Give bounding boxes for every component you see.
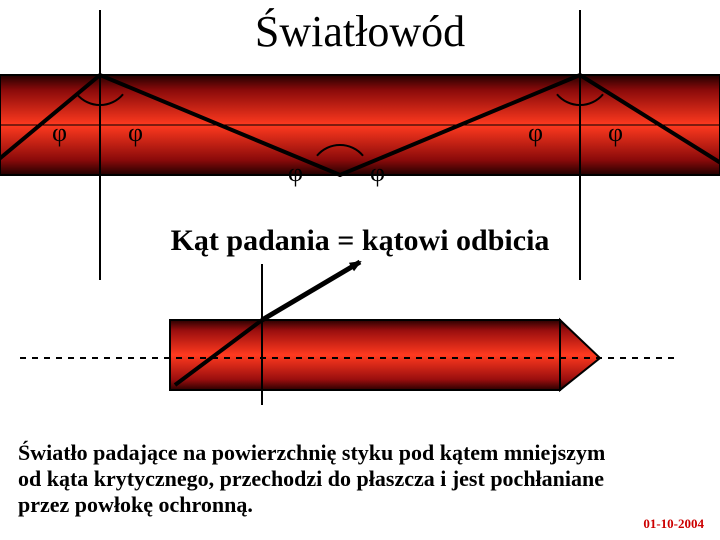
phi-label: φ xyxy=(128,118,143,148)
phi-label: φ xyxy=(608,118,623,148)
caption-line: przez powłokę ochronną. xyxy=(18,492,605,518)
phi-label: φ xyxy=(52,118,67,148)
phi-label: φ xyxy=(288,158,303,188)
phi-label: φ xyxy=(528,118,543,148)
bottom-fiber-tip xyxy=(560,320,600,390)
caption-line: Światło padające na powierzchnię styku p… xyxy=(18,440,605,466)
bottom-fiber-body xyxy=(170,320,560,390)
equation-text: Kąt padania = kątowi odbicia xyxy=(0,224,720,258)
caption-text: Światło padające na powierzchnię styku p… xyxy=(18,440,605,518)
date-label: 01-10-2004 xyxy=(643,516,704,531)
diagram-stage: Światłowód φφφφφφ Kąt padania = kątowi o… xyxy=(0,0,720,540)
phi-label: φ xyxy=(370,158,385,188)
equation-label: Kąt padania = kątowi odbicia xyxy=(171,224,550,257)
caption-line: od kąta krytycznego, przechodzi do płasz… xyxy=(18,466,605,492)
date-stamp: 01-10-2004 xyxy=(643,516,704,532)
bottom-ray-refracted-arrow xyxy=(262,262,360,320)
